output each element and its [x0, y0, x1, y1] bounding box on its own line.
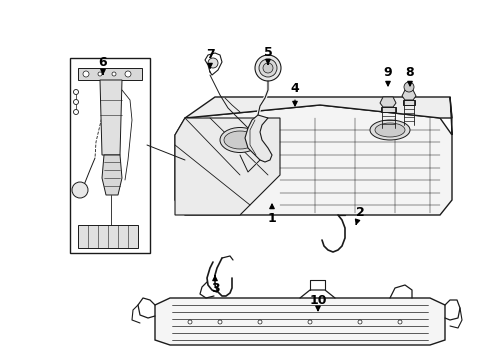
Circle shape — [258, 320, 262, 324]
Circle shape — [83, 71, 89, 77]
Text: 8: 8 — [406, 66, 415, 86]
Circle shape — [188, 320, 192, 324]
Text: 10: 10 — [309, 293, 327, 311]
Text: 3: 3 — [211, 276, 220, 294]
Circle shape — [74, 99, 78, 104]
Circle shape — [263, 63, 273, 73]
Polygon shape — [175, 105, 452, 215]
Circle shape — [98, 72, 102, 76]
Circle shape — [74, 109, 78, 114]
Polygon shape — [78, 225, 138, 248]
Ellipse shape — [220, 127, 260, 153]
Polygon shape — [403, 100, 415, 105]
Ellipse shape — [370, 120, 410, 140]
Polygon shape — [102, 155, 122, 195]
Polygon shape — [380, 97, 396, 107]
Ellipse shape — [224, 131, 256, 149]
Circle shape — [404, 82, 414, 92]
Text: 9: 9 — [384, 66, 392, 86]
Polygon shape — [450, 97, 452, 135]
Circle shape — [255, 55, 281, 81]
Circle shape — [358, 320, 362, 324]
Text: 6: 6 — [98, 55, 107, 74]
Circle shape — [218, 320, 222, 324]
Polygon shape — [402, 90, 416, 100]
Text: 4: 4 — [291, 81, 299, 106]
Circle shape — [208, 58, 218, 68]
Polygon shape — [155, 298, 445, 345]
Polygon shape — [100, 80, 122, 155]
Polygon shape — [381, 107, 396, 112]
Polygon shape — [70, 58, 150, 253]
Polygon shape — [78, 68, 142, 80]
Circle shape — [125, 71, 131, 77]
Circle shape — [72, 182, 88, 198]
Text: 1: 1 — [268, 204, 276, 225]
Circle shape — [398, 320, 402, 324]
Ellipse shape — [375, 123, 405, 137]
Polygon shape — [185, 97, 452, 118]
Polygon shape — [175, 118, 280, 215]
Circle shape — [259, 59, 277, 77]
Text: 2: 2 — [355, 206, 365, 224]
Text: 5: 5 — [264, 45, 272, 64]
Circle shape — [112, 72, 116, 76]
Text: 7: 7 — [206, 49, 215, 68]
Circle shape — [74, 90, 78, 94]
Circle shape — [308, 320, 312, 324]
Polygon shape — [245, 115, 272, 162]
